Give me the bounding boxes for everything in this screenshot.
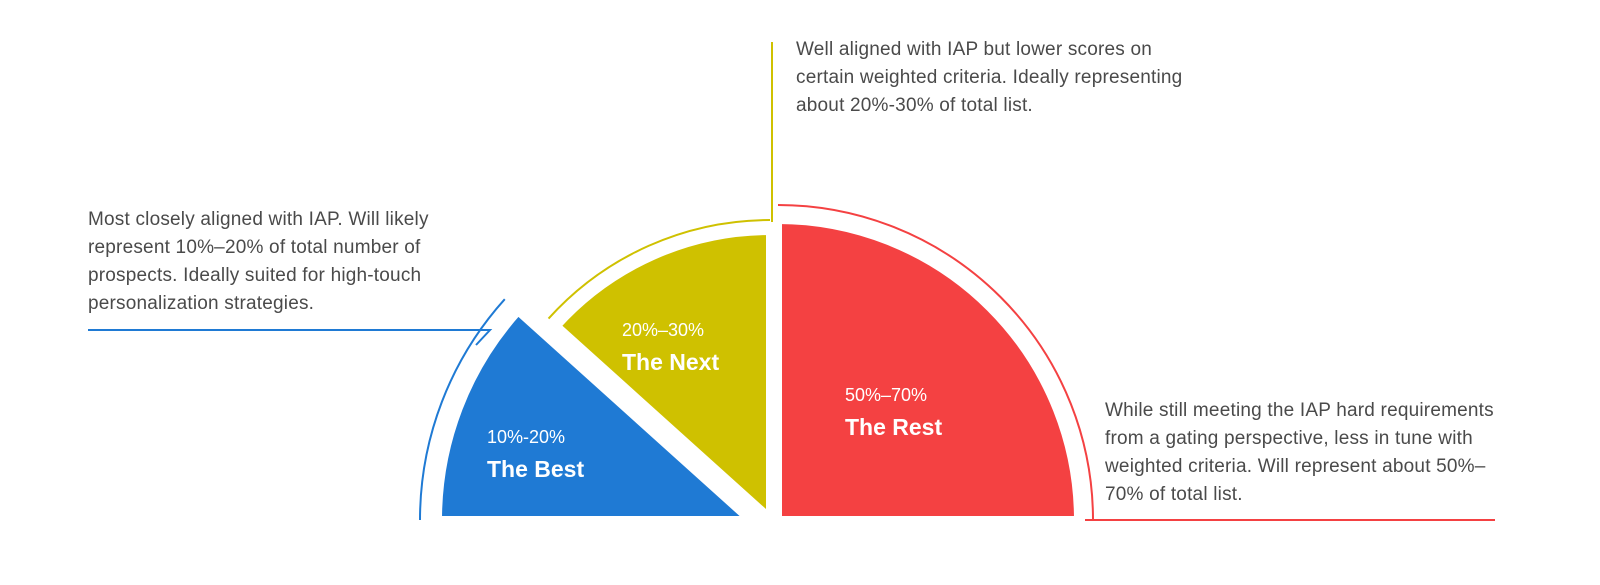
range-label-the-next: 20%–30% [622, 320, 704, 340]
leader-line-the-best [88, 329, 493, 346]
description-the-next: Well aligned with IAP but lower scores o… [796, 39, 1183, 116]
pie-slice-the-rest [774, 215, 1083, 524]
range-label-the-rest: 50%–70% [845, 385, 927, 405]
segment-label-the-next: The Next [622, 349, 719, 375]
description-the-rest: While still meeting the IAP hard require… [1105, 400, 1494, 505]
segment-label-the-rest: The Rest [845, 414, 942, 440]
pie-slice-the-best [433, 305, 761, 524]
outer-arc-the-next [547, 219, 771, 320]
outer-arc-the-best [419, 298, 506, 521]
description-the-best: Most closely aligned with IAP. Will like… [88, 209, 429, 314]
pie-slice-the-next [551, 226, 774, 527]
outer-arc-the-rest [777, 204, 1094, 521]
range-label-the-best: 10%-20% [487, 427, 565, 447]
segment-label-the-best: The Best [487, 456, 584, 482]
